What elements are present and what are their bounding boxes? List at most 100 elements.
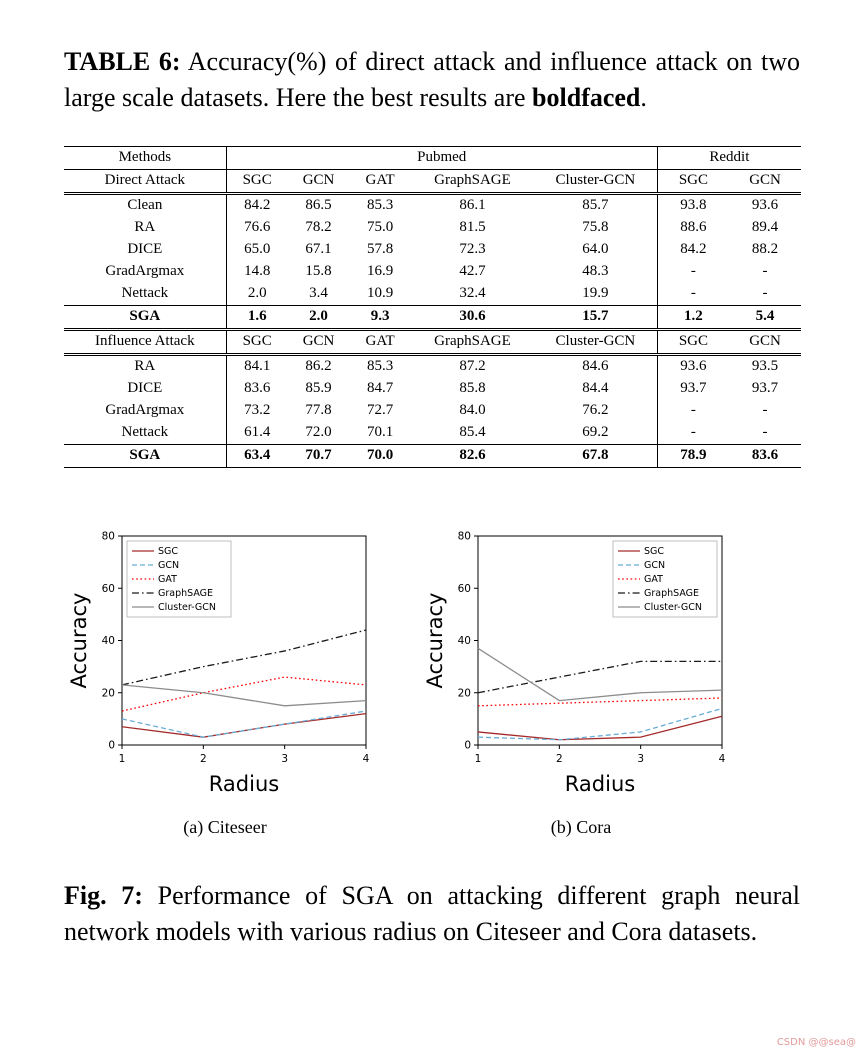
series-GCN xyxy=(477,707,723,741)
x-tick-label: 2 xyxy=(200,753,207,765)
cell-value: 83.6 xyxy=(751,447,779,464)
row-label: Clean xyxy=(64,193,227,217)
cell-value: 76.2 xyxy=(534,399,658,422)
cell-value: 67.1 xyxy=(305,241,332,258)
figure7-caption-body: Performance of SGA on attacking differen… xyxy=(64,880,800,946)
series-GCN xyxy=(121,710,367,738)
row-label: DICE xyxy=(64,238,227,261)
x-tick-label: 4 xyxy=(363,753,370,765)
cell-value: 14.8 xyxy=(244,263,271,280)
cell-value: 32.4 xyxy=(459,285,486,302)
row-label: RA xyxy=(64,216,227,239)
group-header-reddit: Reddit xyxy=(709,149,750,166)
cell-value: GAT xyxy=(365,333,395,350)
cell-value: - xyxy=(762,263,768,280)
cell-value: - xyxy=(762,285,768,302)
cell-value: 78.2 xyxy=(305,219,332,236)
cell-value: SGC xyxy=(678,172,709,189)
figure7-charts: 0 20 40 60 80 1 2 3 4 Radius Accuracy SGC GCN GAT Grap… xyxy=(70,526,864,838)
y-tick-label: 0 xyxy=(464,739,471,751)
table6-caption: TABLE 6: Accuracy(%) of direct attack an… xyxy=(64,44,800,116)
cell-value: 75.8 xyxy=(534,216,658,239)
table-row: DICE 83.6 85.9 84.7 85.8 84.4 93.7 93.7 xyxy=(64,377,801,400)
y-tick-label: 40 xyxy=(458,635,471,647)
cell-value: 82.6 xyxy=(459,447,486,464)
y-axis-label: Accuracy xyxy=(70,592,91,688)
cell-value: 75.0 xyxy=(366,219,394,236)
cell-value: 77.8 xyxy=(305,402,332,419)
cell-value: 86.1 xyxy=(459,197,486,214)
cell-value: GraphSAGE xyxy=(434,172,511,189)
cell-value: 84.1 xyxy=(244,358,271,375)
cell-value: 85.7 xyxy=(534,193,658,217)
cell-value: 93.5 xyxy=(751,358,779,375)
subcaption-cora: (b) Cora xyxy=(550,816,612,837)
cell-value: - xyxy=(762,424,768,441)
row-label: GradArgmax xyxy=(64,260,227,283)
x-tick-label: 1 xyxy=(475,753,482,765)
cell-value: 57.8 xyxy=(366,241,394,258)
x-tick-label: 3 xyxy=(281,753,288,765)
cell-value: 10.9 xyxy=(366,285,394,302)
cell-value: GCN xyxy=(749,333,781,350)
table6-caption-body: Accuracy(%) of direct attack and influen… xyxy=(64,47,800,112)
row-label: Nettack xyxy=(64,282,227,306)
table6-caption-label: TABLE 6: xyxy=(64,47,181,76)
x-tick-label: 1 xyxy=(119,753,126,765)
legend-label: Cluster-GCN xyxy=(644,602,702,613)
table-subheader-row: Influence Attack SGC GCN GAT GraphSAGE Cluste… xyxy=(64,329,801,355)
cell-value: 1.6 xyxy=(247,308,267,325)
cell-value: 84.2 xyxy=(680,241,707,258)
y-tick-label: 0 xyxy=(108,739,115,751)
cell-value: 70.1 xyxy=(366,424,394,441)
figure7-caption-label: Fig. 7: xyxy=(64,880,143,910)
cell-value: - xyxy=(690,285,696,302)
cell-value: - xyxy=(690,263,696,280)
cell-value: 84.6 xyxy=(534,354,658,378)
y-axis-label: Accuracy xyxy=(426,592,447,688)
cell-value: Cluster-GCN xyxy=(534,169,658,194)
series-GAT xyxy=(121,676,367,712)
cell-value: 19.9 xyxy=(534,282,658,306)
table-row: RA 76.6 78.2 75.0 81.5 75.8 88.6 89.4 xyxy=(64,216,801,239)
cell-value: Cluster-GCN xyxy=(534,329,658,355)
x-tick-label: 4 xyxy=(719,753,726,765)
cell-value: 9.3 xyxy=(370,308,390,325)
cell-value: 48.3 xyxy=(534,260,658,283)
legend-label: GAT xyxy=(644,574,663,585)
legend-label: GCN xyxy=(158,560,179,571)
cell-value: GraphSAGE xyxy=(434,333,511,350)
cell-value: 85.3 xyxy=(366,358,394,375)
cell-value: 2.0 xyxy=(309,308,328,325)
cell-value: 73.2 xyxy=(244,402,271,419)
legend-label: SGC xyxy=(644,546,664,557)
cell-value: 88.2 xyxy=(751,241,779,258)
legend-label: GCN xyxy=(644,560,665,571)
series-GraphSAGE xyxy=(477,660,722,694)
cell-value: - xyxy=(762,402,768,419)
legend-label: SGC xyxy=(158,546,178,557)
cell-value: 93.6 xyxy=(680,358,707,375)
table-row: Nettack 2.0 3.4 10.9 32.4 19.9 - - xyxy=(64,282,801,306)
cell-value: 84.7 xyxy=(366,380,394,397)
cell-value: 64.0 xyxy=(534,238,658,261)
cell-value: 86.5 xyxy=(305,197,332,214)
x-axis-label: Radius xyxy=(565,772,635,796)
cell-value: 85.8 xyxy=(459,380,486,397)
cell-value: 86.2 xyxy=(305,358,332,375)
table-row: Clean 84.2 86.5 85.3 86.1 85.7 93.8 93.6 xyxy=(64,193,801,217)
watermark: CSDN @@sea@ xyxy=(776,1037,856,1048)
legend-label: GraphSAGE xyxy=(644,588,699,599)
cell-value: GAT xyxy=(365,172,395,189)
x-tick-label: 3 xyxy=(637,753,644,765)
cell-value: 69.2 xyxy=(534,421,658,445)
legend-label: Cluster-GCN xyxy=(158,602,216,613)
row-label: Influence Attack xyxy=(64,329,227,355)
cell-value: 85.9 xyxy=(305,380,332,397)
y-tick-label: 40 xyxy=(102,635,115,647)
cell-value: - xyxy=(690,402,696,419)
group-header-methods: Methods xyxy=(64,146,227,170)
cell-value: 85.3 xyxy=(366,197,394,214)
cell-value: 84.0 xyxy=(459,402,486,419)
figure-cora: 0 20 40 60 80 1 2 3 4 Radius Accuracy SGC GCN GAT Grap… xyxy=(426,526,736,838)
